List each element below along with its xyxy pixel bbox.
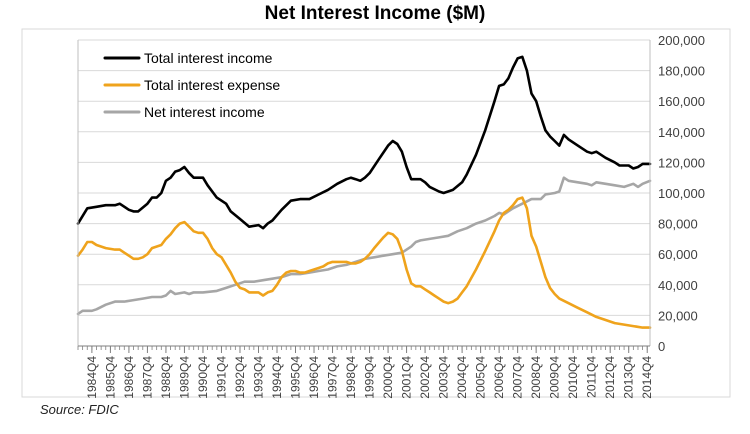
x-tick-label: 1989Q4 (177, 356, 191, 399)
x-tick-label: 1996Q4 (307, 356, 321, 399)
x-tick-label: 1994Q4 (270, 356, 284, 399)
x-tick-label: 2013Q4 (622, 356, 636, 399)
x-tick-label: 2000Q4 (381, 356, 395, 399)
series-line-total-interest-expense (76, 196, 652, 329)
axes: 0 20,000 40,000 60,000 80,000 100,000 120,000 1… (77, 33, 705, 399)
y-tick-label: 160,000 (658, 94, 705, 109)
y-tick-label: 80,000 (658, 217, 698, 232)
x-tick-label: 2001Q4 (400, 356, 414, 399)
y-tick-label: 140,000 (658, 125, 705, 140)
x-tick-label: 1985Q4 (103, 356, 117, 399)
x-tick-label: 1991Q4 (214, 356, 228, 399)
x-tick-label: 1993Q4 (251, 356, 265, 399)
x-tick-label: 2010Q4 (566, 356, 580, 399)
y-tick-label: 60,000 (658, 247, 698, 262)
series-line-total-interest-income (76, 55, 652, 230)
y-tick-label: 180,000 (658, 64, 705, 79)
y-tick-label: 200,000 (658, 33, 705, 48)
y-tick-label: 0 (658, 339, 665, 354)
x-tick-label: 1988Q4 (159, 356, 173, 399)
y-tick-label: 20,000 (658, 308, 698, 323)
x-tick-label: 1984Q4 (85, 356, 99, 399)
x-tick-label: 2014Q4 (640, 356, 654, 399)
legend-label: Total interest expense (144, 77, 280, 93)
x-tick-label: 2008Q4 (529, 356, 543, 399)
x-tick-label: 1995Q4 (289, 356, 303, 399)
series-line-net-interest-income (76, 176, 652, 316)
chart-title: Net Interest Income ($M) (264, 3, 486, 24)
x-tick-label: 2006Q4 (492, 356, 506, 399)
x-tick-label: 1990Q4 (196, 356, 210, 399)
x-tick-label: 2004Q4 (455, 356, 469, 399)
series-lines (76, 55, 652, 329)
x-tick-label: 2003Q4 (437, 356, 451, 399)
x-tick-label: 2009Q4 (548, 356, 562, 399)
source-note: Source: FDIC (40, 402, 119, 417)
x-tick-label: 2002Q4 (418, 356, 432, 399)
legend: Total interest income Total interest expe… (103, 50, 280, 120)
gridlines (21, 28, 731, 398)
x-tick-label: 2005Q4 (474, 356, 488, 399)
x-tick-label: 1986Q4 (122, 356, 136, 399)
chart-frame (21, 28, 731, 398)
x-tick-label: 1987Q4 (140, 356, 154, 399)
y-tick-label: 120,000 (658, 155, 705, 170)
x-tick-label: 1997Q4 (326, 356, 340, 399)
legend-label: Total interest income (144, 50, 273, 66)
x-tick-label: 1998Q4 (344, 356, 358, 399)
x-tick-label: 1992Q4 (233, 356, 247, 399)
x-tick-label: 2007Q4 (511, 356, 525, 399)
y-tick-label: 100,000 (658, 186, 705, 201)
x-tick-label: 2012Q4 (603, 356, 617, 399)
y-tick-label: 40,000 (658, 278, 698, 293)
x-tick-label: 2011Q4 (585, 356, 599, 398)
x-tick-label: 1999Q4 (363, 356, 377, 399)
legend-label: Net interest income (144, 104, 265, 120)
